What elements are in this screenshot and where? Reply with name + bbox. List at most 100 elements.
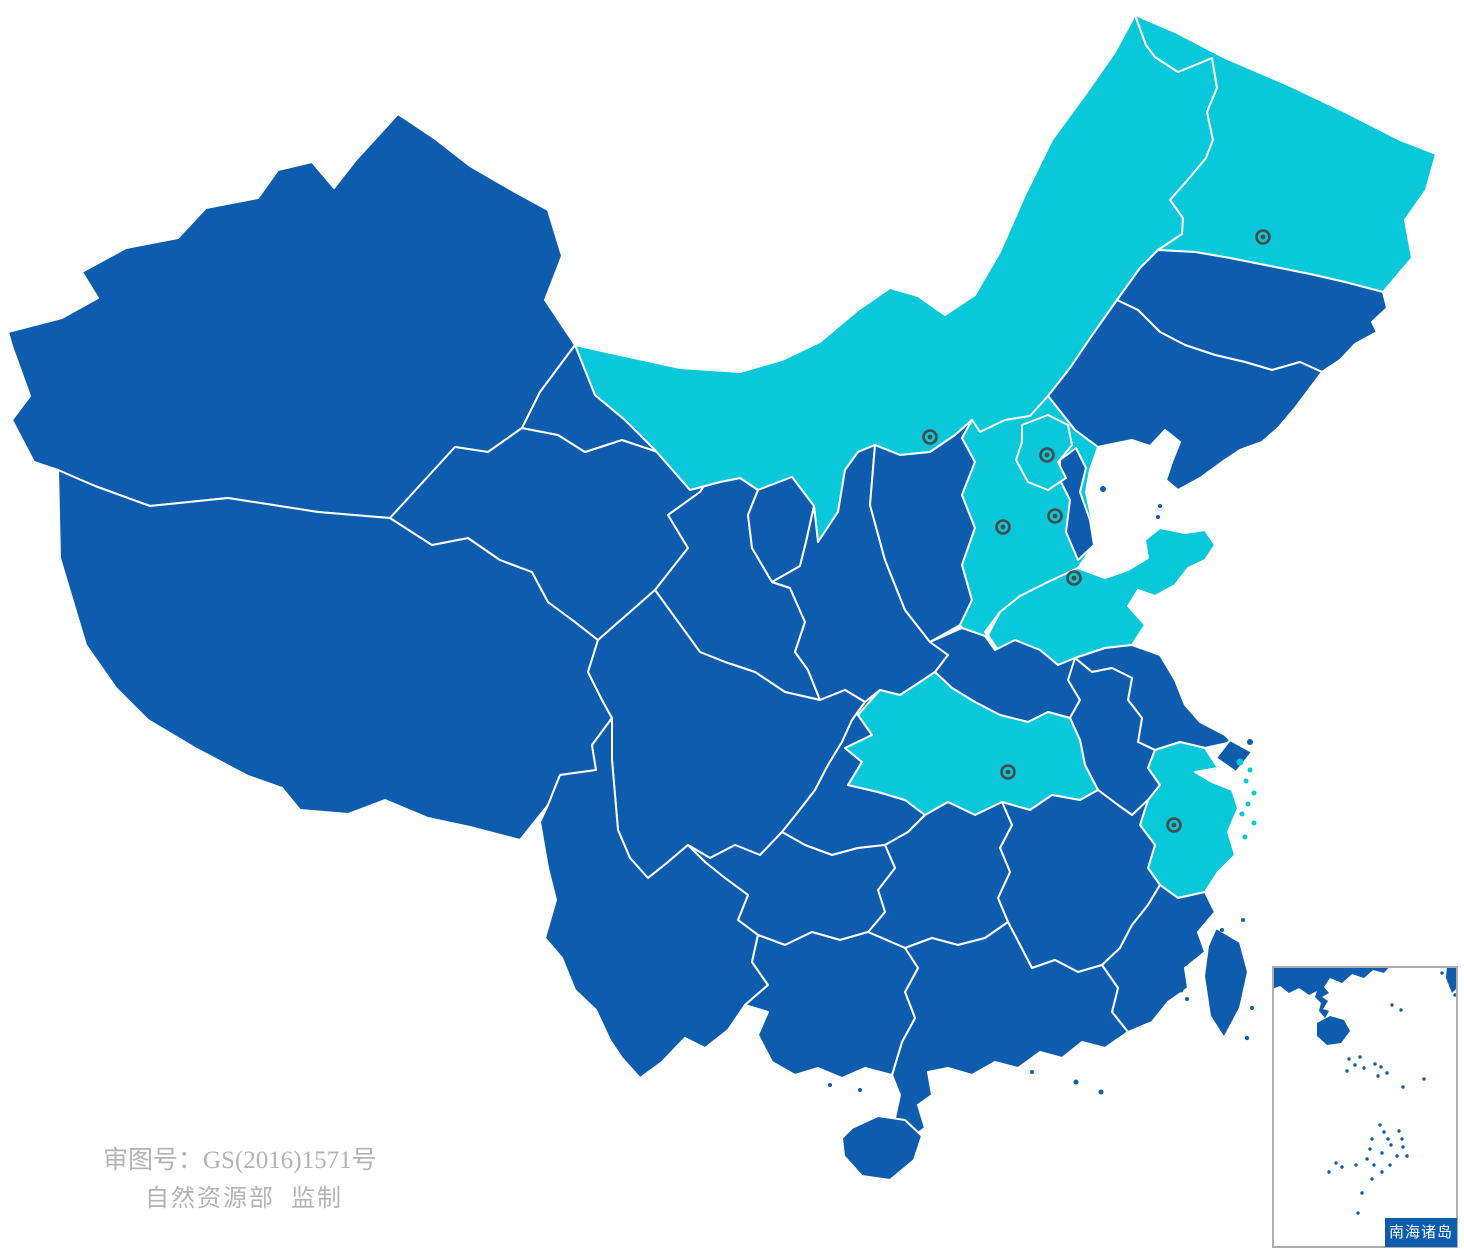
island xyxy=(1251,790,1257,796)
island xyxy=(1100,486,1106,492)
inset-island-dot xyxy=(1379,1065,1383,1069)
island xyxy=(1247,767,1253,773)
city-marker-7[interactable] xyxy=(1000,764,1016,780)
island xyxy=(1239,811,1245,817)
inset-island-dot xyxy=(1327,1170,1331,1174)
inset-island-dot xyxy=(1353,1063,1357,1067)
inset-island-dot xyxy=(1390,1003,1394,1007)
island xyxy=(1244,1035,1250,1041)
island xyxy=(828,1083,832,1087)
province-guangxi[interactable] xyxy=(744,931,919,1079)
inset-island-dot xyxy=(1378,1123,1382,1127)
inset-island-dot xyxy=(1358,1055,1362,1059)
island xyxy=(1247,739,1253,745)
inset-island-dot xyxy=(1401,1085,1405,1089)
island xyxy=(1178,987,1184,993)
province-beijing[interactable] xyxy=(1015,414,1073,491)
city-marker-dot-icon xyxy=(1071,575,1077,581)
island xyxy=(1251,820,1257,826)
inset-island-dot xyxy=(1380,1151,1384,1155)
city-marker-ring-icon xyxy=(1166,817,1182,833)
city-marker-ring-icon xyxy=(922,429,938,445)
island xyxy=(1242,834,1248,840)
inset-island-dot xyxy=(1370,1177,1374,1181)
province-yunnan[interactable] xyxy=(539,717,769,1079)
province-hainan[interactable] xyxy=(841,1115,923,1181)
inset-island-dot xyxy=(1405,1154,1409,1158)
inset-island-dot xyxy=(1376,1074,1380,1078)
inset-island-dot xyxy=(1422,1077,1426,1081)
inset-land-2 xyxy=(1317,1016,1350,1045)
inset-island-dot xyxy=(1397,1129,1401,1133)
city-marker-ring-icon xyxy=(1255,229,1271,245)
city-marker-dot-icon xyxy=(1000,524,1006,530)
island xyxy=(1236,758,1244,766)
inset-island-dot xyxy=(1386,1137,1390,1141)
inset-island-dot xyxy=(1399,1008,1403,1012)
inset-island-dot xyxy=(1401,1145,1405,1149)
island xyxy=(1243,778,1249,784)
inset-island-dot xyxy=(1453,993,1457,997)
city-marker-ring-icon xyxy=(1066,570,1082,586)
city-marker-dot-icon xyxy=(1052,513,1058,519)
inset-island-dot xyxy=(1395,1154,1399,1158)
city-marker-dot-icon xyxy=(1005,769,1011,775)
province-taiwan[interactable] xyxy=(1203,927,1249,1039)
inset-land-1 xyxy=(1272,966,1390,1018)
island xyxy=(1158,504,1162,508)
city-marker-2[interactable] xyxy=(922,429,938,445)
island xyxy=(1185,997,1189,1001)
province-fujian[interactable] xyxy=(1101,884,1216,1033)
map-publisher: 自然资源部 监制 xyxy=(145,1186,343,1212)
city-marker-dot-icon xyxy=(1260,234,1266,240)
inset-island-dot xyxy=(1354,1163,1358,1167)
province-tianjin[interactable] xyxy=(1059,447,1095,561)
inset-island-dot xyxy=(1382,1130,1386,1134)
province-shandong[interactable] xyxy=(987,527,1216,666)
province-guangdong[interactable] xyxy=(891,921,1129,1141)
city-marker-4[interactable] xyxy=(995,519,1011,535)
inset-island-dot xyxy=(1334,1161,1338,1165)
city-marker-5[interactable] xyxy=(1047,508,1063,524)
inset-island-dot xyxy=(1340,1165,1344,1169)
city-marker-6[interactable] xyxy=(1066,570,1082,586)
inset-island-dot xyxy=(1385,1071,1389,1075)
island xyxy=(1228,954,1232,958)
city-marker-dot-icon xyxy=(927,434,933,440)
inset-label: 南海诸岛 xyxy=(1385,1218,1457,1247)
city-marker-ring-icon xyxy=(1000,764,1016,780)
inset-island-dot xyxy=(1365,1157,1369,1161)
south-china-sea-inset: 南海诸岛 xyxy=(1272,966,1458,1248)
city-marker-8[interactable] xyxy=(1166,817,1182,833)
inset-island-dot xyxy=(1400,1137,1404,1141)
inset-island-dot xyxy=(1372,1163,1376,1167)
city-marker-1[interactable] xyxy=(1255,229,1271,245)
inset-island-dot xyxy=(1362,1066,1366,1070)
map-approval-number: 审图号：GS(2016)1571号 xyxy=(103,1147,377,1174)
island xyxy=(858,1088,862,1092)
city-marker-3[interactable] xyxy=(1039,447,1055,463)
island xyxy=(1156,515,1160,519)
inset-island-dot xyxy=(1389,1143,1393,1147)
inset-island-dot xyxy=(1373,1062,1377,1066)
province-zhejiang[interactable] xyxy=(1139,741,1239,899)
city-marker-ring-icon xyxy=(1047,508,1063,524)
island xyxy=(1220,928,1224,932)
city-marker-ring-icon xyxy=(995,519,1011,535)
city-marker-dot-icon xyxy=(1171,822,1177,828)
inset-island-dot xyxy=(1360,1191,1364,1195)
inset-border xyxy=(1272,966,1458,1248)
island xyxy=(1073,1079,1079,1085)
island xyxy=(1030,1070,1034,1074)
inset-island-dot xyxy=(1440,971,1444,975)
inset-land-3 xyxy=(1446,966,1458,993)
island xyxy=(1245,801,1251,807)
south-china-sea-inset-svg xyxy=(1272,966,1458,1248)
city-marker-dot-icon xyxy=(1044,452,1050,458)
city-marker-ring-icon xyxy=(1039,447,1055,463)
inset-island-dot xyxy=(1347,1057,1351,1061)
province-shanghai[interactable] xyxy=(1215,739,1253,773)
inset-background xyxy=(1272,966,1458,1248)
inset-island-dot xyxy=(1368,1147,1372,1151)
